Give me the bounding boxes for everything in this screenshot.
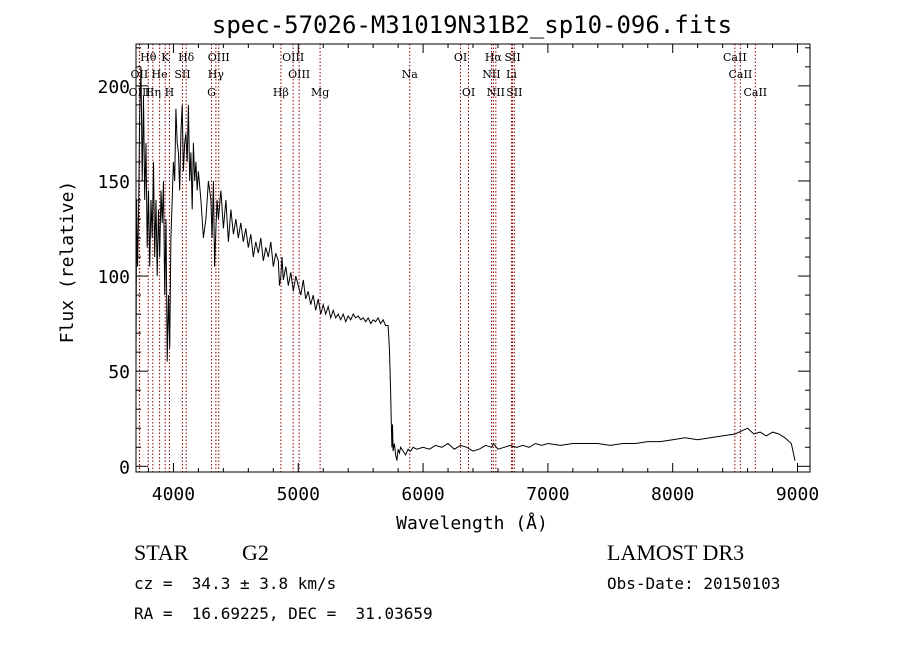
line-label-27: CaII <box>743 86 767 99</box>
line-label-3: OIII <box>208 51 230 64</box>
x-axis-label: Wavelength (Å) <box>396 512 548 534</box>
line-label-13: OIII <box>288 68 310 81</box>
line-label-5: OI <box>454 51 467 64</box>
y-axis-label: Flux (relative) <box>57 181 78 344</box>
line-label-17: CaII <box>729 68 753 81</box>
line-label-10: He <box>152 68 168 81</box>
x-tick-label-1: 5000 <box>277 484 320 505</box>
line-label-23: Mg <box>311 86 329 99</box>
line-label-2: Hδ <box>178 51 195 64</box>
x-tick-label-0: 4000 <box>152 484 195 505</box>
object-class: STAR <box>134 540 189 565</box>
x-tick-label-3: 7000 <box>526 484 569 505</box>
y-tick-label-3: 150 <box>97 172 130 193</box>
object-subclass: G2 <box>242 540 269 565</box>
line-label-8: CaII <box>723 51 747 64</box>
y-tick-label-0: 0 <box>119 457 130 478</box>
line-label-24: OI <box>462 86 475 99</box>
line-label-12: Hγ <box>208 68 225 81</box>
x-tick-label-5: 9000 <box>776 484 819 505</box>
line-label-7: SII <box>504 51 520 64</box>
line-label-6: Hα <box>485 51 503 64</box>
observation-date: Obs-Date: 20150103 <box>607 574 781 593</box>
line-label-22: Hβ <box>273 86 289 99</box>
survey-name: LAMOST DR3 <box>607 540 745 565</box>
line-label-14: Na <box>402 68 419 81</box>
line-label-1: K <box>161 51 170 64</box>
line-label-21: G <box>207 86 216 99</box>
line-label-9: OII <box>131 68 149 81</box>
y-tick-label-1: 50 <box>108 362 130 383</box>
line-label-0: Hθ <box>140 51 157 64</box>
emission-line-markers <box>138 44 756 472</box>
x-axis: 4000 5000 6000 7000 8000 9000 <box>147 44 819 505</box>
y-tick-label-4: 200 <box>97 77 130 98</box>
line-label-20: H <box>165 86 175 99</box>
line-label-19: Hη <box>145 86 161 99</box>
plot-frame <box>135 43 811 473</box>
chart-title: spec-57026-M31019N31B2_sp10-096.fits <box>212 11 732 39</box>
line-label-16: Li <box>506 68 517 81</box>
y-tick-label-2: 100 <box>97 267 130 288</box>
line-label-11: SII <box>174 68 190 81</box>
line-label-4: OIII <box>282 51 304 64</box>
x-tick-label-4: 8000 <box>651 484 694 505</box>
line-label-25: NII <box>487 86 505 99</box>
line-label-26: SII <box>506 86 522 99</box>
spectrum-series <box>135 66 796 461</box>
line-label-18: OIII <box>129 86 151 99</box>
y-axis: 0 50 100 150 200 <box>97 47 810 478</box>
x-tick-label-2: 6000 <box>401 484 444 505</box>
line-label-15: NII <box>482 68 500 81</box>
coordinates: RA = 16.69225, DEC = 31.03659 <box>134 604 433 623</box>
redshift-value: cz = 34.3 ± 3.8 km/s <box>134 574 337 593</box>
